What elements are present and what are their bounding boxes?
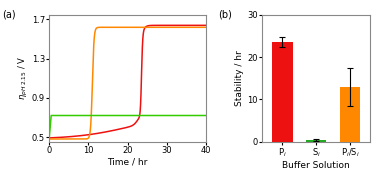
- Bar: [272, 42, 293, 142]
- X-axis label: Buffer Solution: Buffer Solution: [282, 161, 350, 170]
- Text: (a): (a): [2, 9, 15, 19]
- Text: (b): (b): [218, 9, 232, 19]
- Y-axis label: $\eta_{pH\ 2.15}$ / V: $\eta_{pH\ 2.15}$ / V: [17, 56, 30, 100]
- Bar: [340, 87, 360, 142]
- Y-axis label: Stability / hr: Stability / hr: [235, 50, 245, 106]
- Bar: [306, 140, 327, 142]
- X-axis label: Time / hr: Time / hr: [107, 158, 148, 167]
